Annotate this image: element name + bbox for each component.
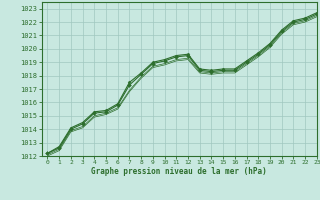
X-axis label: Graphe pression niveau de la mer (hPa): Graphe pression niveau de la mer (hPa) [91,167,267,176]
